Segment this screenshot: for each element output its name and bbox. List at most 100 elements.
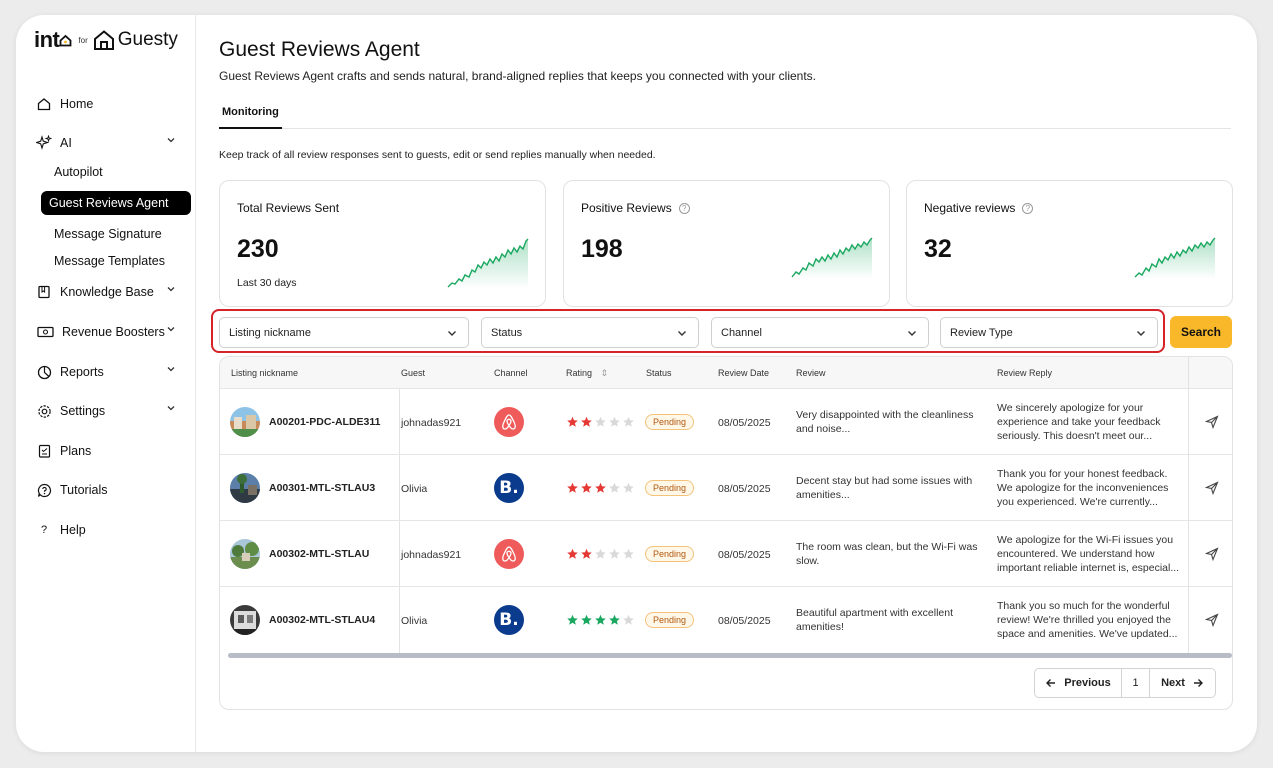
previous-page-button[interactable]: Previous — [1035, 669, 1121, 697]
logo-for: for — [78, 35, 88, 45]
stat-card-positive-reviews: Positive Reviews? 198 — [563, 180, 890, 307]
book-icon — [36, 284, 52, 300]
send-reply-button[interactable] — [1188, 521, 1232, 586]
question-chat-icon — [36, 482, 52, 498]
listing-nickname-select[interactable]: Listing nickname — [219, 317, 469, 348]
star-empty-icon — [609, 482, 620, 493]
table-row[interactable]: A00201-PDC-ALDE311 johnadas921 Pending 0… — [220, 389, 1232, 455]
search-button[interactable]: Search — [1170, 316, 1232, 348]
clipboard-icon — [36, 443, 52, 459]
listing-cell: A00302-MTL-STLAU4 — [220, 587, 400, 653]
sort-icon: ⇕ — [600, 368, 609, 378]
sidebar-item-label: Message Templates — [54, 254, 165, 268]
table-row[interactable]: A00302-MTL-STLAU4 Olivia B. Pending 08/0… — [220, 587, 1232, 653]
stat-card-value: 32 — [924, 235, 952, 263]
table-row[interactable]: A00302-MTL-STLAU johnadas921 Pending 08/… — [220, 521, 1232, 587]
sidebar-item-label: Knowledge Base — [60, 285, 154, 299]
sidebar-item-label: Tutorials — [60, 483, 108, 497]
review-type-select[interactable]: Review Type — [940, 317, 1158, 348]
next-label: Next — [1161, 677, 1185, 689]
status-badge: Pending — [645, 612, 695, 628]
section-description: Keep track of all review responses sent … — [219, 149, 656, 161]
sidebar-item-knowledge-base[interactable]: Knowledge Base — [36, 281, 186, 303]
sidebar-item-help[interactable]: ? Help — [36, 519, 86, 541]
listing-avatar — [230, 539, 260, 569]
sidebar-item-label: Revenue Boosters — [62, 325, 165, 339]
guest-name: johnadas921 — [401, 549, 462, 561]
sidebar-item-message-templates[interactable]: Message Templates — [54, 250, 165, 272]
filter-highlight-box — [211, 309, 1165, 353]
help-circle-icon[interactable]: ? — [1022, 202, 1034, 214]
sidebar-item-label: Reports — [60, 365, 104, 379]
stat-card-title-text: Positive Reviews — [581, 201, 672, 215]
star-filled-icon — [581, 416, 592, 427]
tab-monitoring[interactable]: Monitoring — [219, 99, 282, 129]
help-circle-icon[interactable]: ? — [678, 202, 690, 214]
table-row[interactable]: A00301-MTL-STLAU3 Olivia B. Pending 08/0… — [220, 455, 1232, 521]
review-text: Beautiful apartment with excellent ameni… — [796, 607, 954, 633]
listing-nickname[interactable]: A00201-PDC-ALDE311 — [269, 416, 381, 428]
sidebar-item-home[interactable]: Home — [36, 93, 93, 115]
review-date: 08/05/2025 — [718, 615, 771, 627]
next-page-button[interactable]: Next — [1149, 669, 1215, 697]
arrow-right-icon — [1193, 679, 1203, 687]
send-reply-button[interactable] — [1188, 587, 1232, 653]
page-number-button[interactable]: 1 — [1121, 669, 1149, 697]
sidebar-item-message-signature[interactable]: Message Signature — [54, 223, 162, 245]
listing-cell: A00301-MTL-STLAU3 — [220, 455, 400, 520]
listing-nickname[interactable]: A00301-MTL-STLAU3 — [269, 482, 376, 494]
sidebar-item-tutorials[interactable]: Tutorials — [36, 479, 107, 501]
tab-bar: Monitoring — [219, 99, 1231, 129]
send-icon — [1204, 480, 1219, 495]
booking-icon: B. — [494, 473, 524, 503]
star-filled-icon — [595, 614, 606, 625]
sidebar-item-settings[interactable]: Settings — [36, 400, 186, 422]
stat-card-title: Positive Reviews? — [581, 201, 690, 215]
airbnb-icon — [494, 539, 524, 569]
stat-card-value: 198 — [581, 235, 623, 263]
column-header-status: Status — [646, 368, 672, 378]
sidebar-item-label: Plans — [60, 444, 92, 458]
guesty-house-icon — [93, 30, 114, 50]
sidebar-item-ai[interactable]: AI — [36, 132, 186, 154]
column-header-rating-label: Rating — [566, 368, 593, 378]
review-date: 08/05/2025 — [718, 549, 771, 561]
chevron-down-icon — [1137, 331, 1145, 336]
horizontal-scrollbar[interactable] — [228, 653, 1232, 658]
column-header-review-reply: Review Reply — [997, 368, 1053, 378]
page-title: Guest Reviews Agent — [219, 38, 420, 61]
sidebar-item-label: Home — [60, 97, 94, 111]
review-date: 08/05/2025 — [718, 417, 771, 429]
select-value: Listing nickname — [229, 327, 311, 339]
page-subtitle: Guest Reviews Agent crafts and sends nat… — [219, 69, 817, 83]
star-filled-icon — [567, 548, 578, 559]
stat-card-title-text: Negative reviews — [924, 201, 1016, 215]
sidebar-item-reports[interactable]: Reports — [36, 361, 186, 383]
star-empty-icon — [609, 548, 620, 559]
sidebar-item-revenue-boosters[interactable]: Revenue Boosters — [36, 321, 186, 343]
send-reply-button[interactable] — [1188, 389, 1232, 454]
chevron-down-icon — [908, 331, 916, 336]
send-reply-button[interactable] — [1188, 455, 1232, 520]
sidebar-item-autopilot[interactable]: Autopilot — [54, 161, 103, 183]
logo: int for Guesty — [34, 27, 178, 53]
sparkline-chart — [447, 238, 529, 289]
sidebar-item-plans[interactable]: Plans — [36, 440, 91, 462]
listing-avatar — [230, 605, 260, 635]
listing-nickname[interactable]: A00302-MTL-STLAU — [269, 548, 370, 560]
logo-into: int — [34, 27, 60, 52]
column-header-rating[interactable]: Rating ⇕ — [566, 368, 608, 379]
listing-nickname[interactable]: A00302-MTL-STLAU4 — [269, 614, 376, 626]
column-header-review: Review — [796, 368, 826, 378]
gear-icon — [36, 403, 52, 419]
chevron-down-icon — [167, 367, 175, 372]
send-icon — [1204, 613, 1219, 627]
chevron-down-icon — [678, 331, 686, 336]
app-window: int for Guesty Home AI Autopilot Guest R… — [16, 15, 1257, 752]
sidebar-item-guest-reviews-agent[interactable]: Guest Reviews Agent — [41, 191, 191, 215]
channel-select[interactable]: Channel — [711, 317, 929, 348]
status-select[interactable]: Status — [481, 317, 699, 348]
chevron-down-icon — [167, 138, 175, 143]
reviews-table: Listing nickname Guest Channel Rating ⇕ … — [219, 356, 1233, 710]
stat-card-title-text: Total Reviews Sent — [237, 201, 340, 215]
